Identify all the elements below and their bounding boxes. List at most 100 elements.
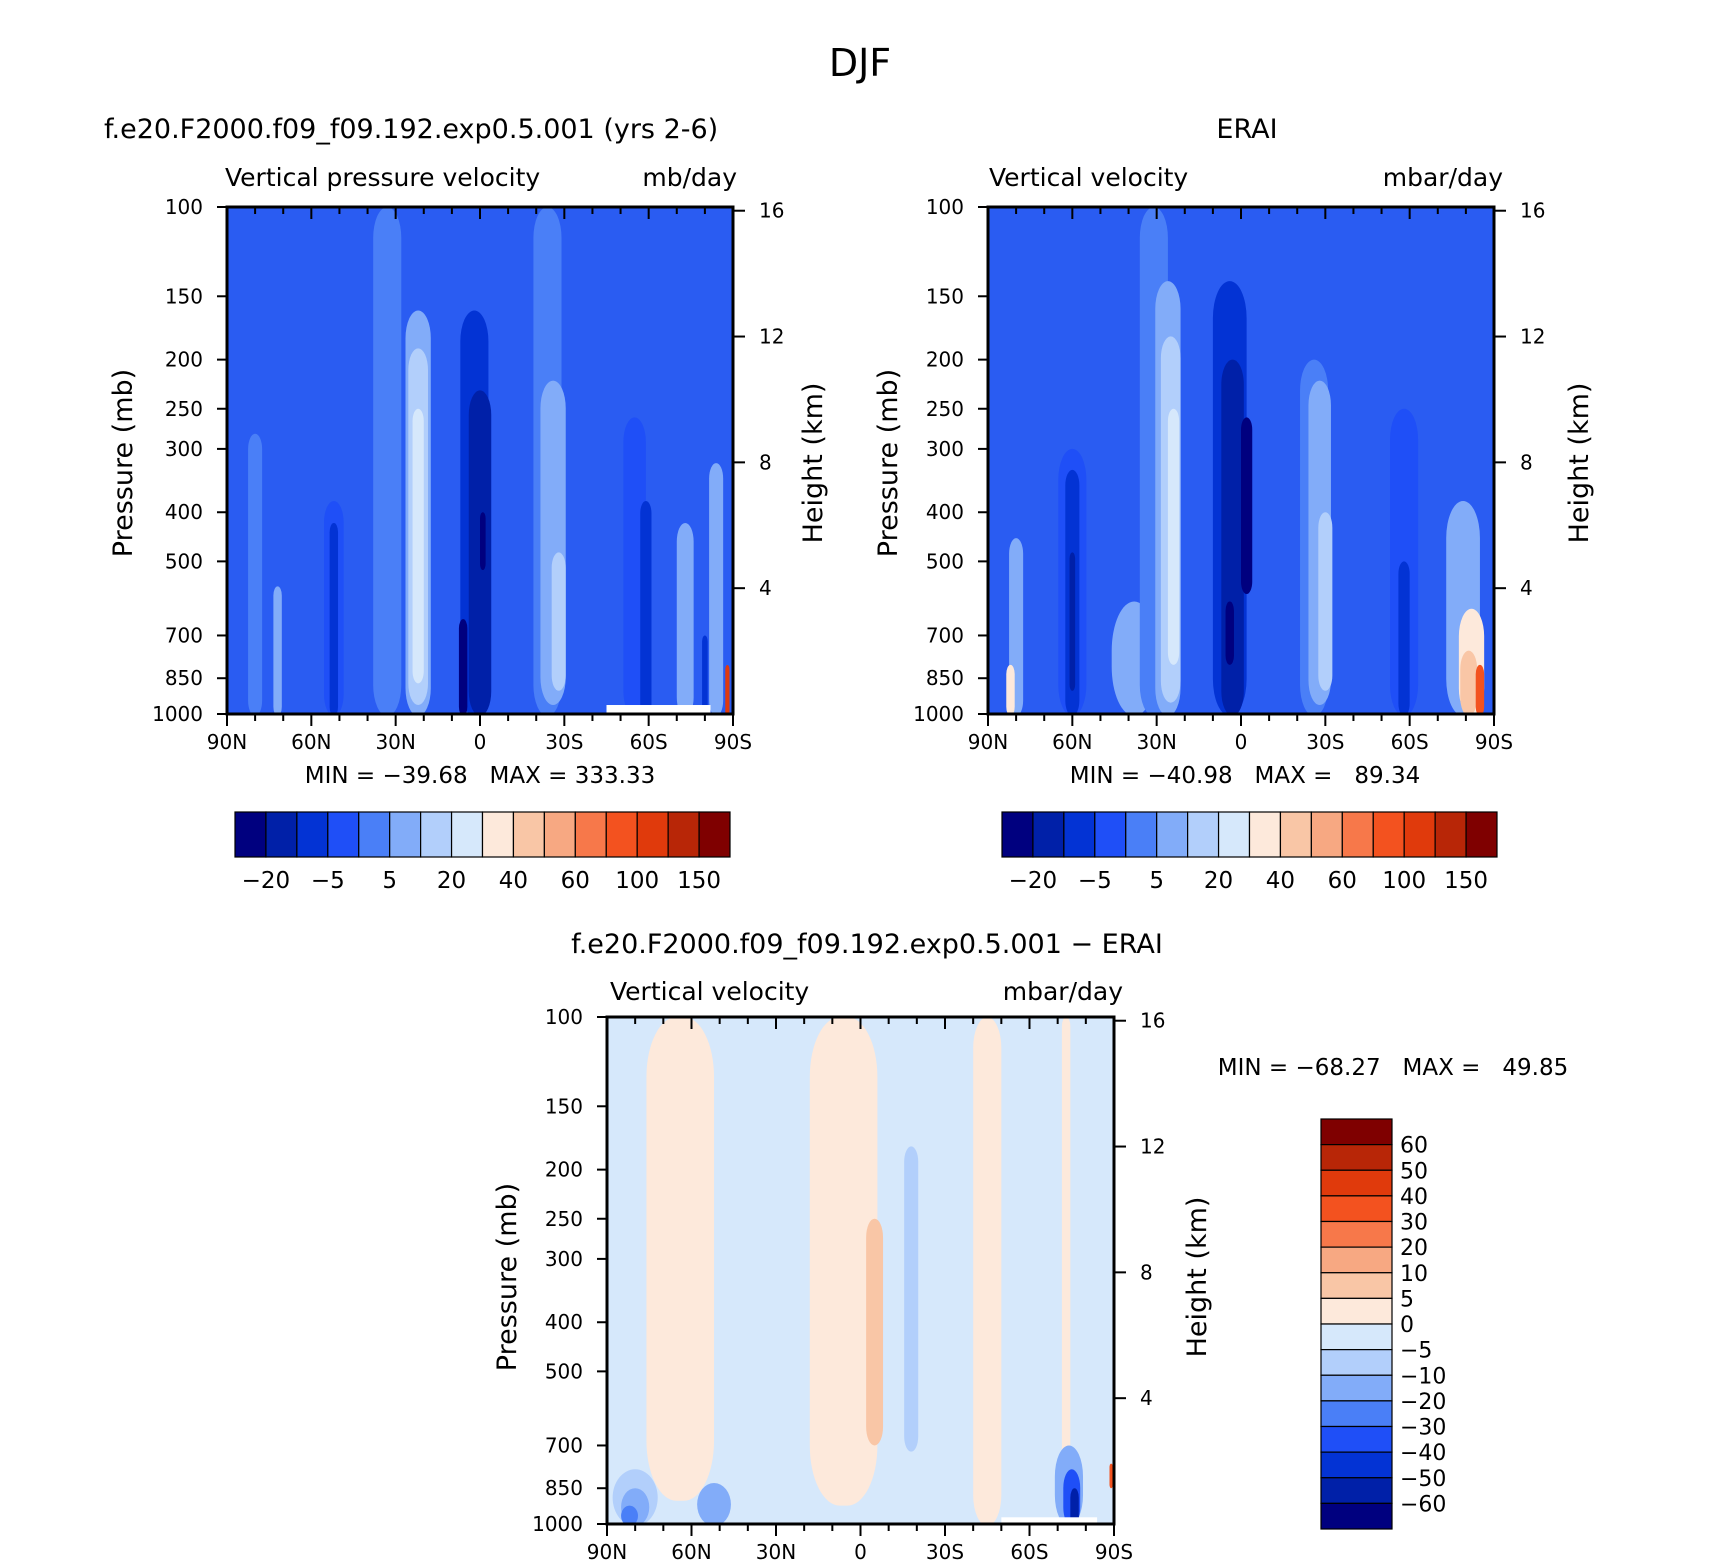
panel-model-colorbar: −20 −5 5 20 40 60 100 150 [234,811,731,894]
y2-tick-label: 12 [1140,1135,1165,1159]
panel-obs-title: ERAI [1216,114,1277,145]
x-tick-label: 30N [375,730,415,754]
field-contour-22 [1475,664,1485,714]
colorbar-swatch [1320,1246,1393,1274]
y-tick-label: 850 [165,666,203,690]
colorbar-swatch [389,811,422,858]
field-contour-18 [709,463,724,714]
colorbar-swatch [1320,1220,1393,1248]
field-contour-8 [621,1505,638,1524]
colorbar-swatch [1279,811,1312,858]
colorbar-swatch [1372,811,1405,858]
field-contour-1 [809,1017,878,1506]
panel-obs-ylabel: Pressure (mb) [873,369,904,557]
colorbar-label: 60 [1400,1134,1428,1159]
panel-diff-title: f.e20.F2000.f09_f09.192.exp0.5.001 − ERA… [571,929,1163,960]
colorbar-swatch [512,811,545,858]
colorbar-label: 150 [1444,868,1488,894]
colorbar-label: 5 [382,868,397,894]
colorbar-swatch [1310,811,1343,858]
colorbar-label: 150 [677,868,721,894]
panel-model-title: f.e20.F2000.f09_f09.192.exp0.5.001 (yrs … [104,114,718,145]
colorbar-label: 0 [1400,1313,1414,1338]
field-layer [227,207,733,714]
colorbar-swatch [1320,1272,1393,1299]
field-contour-0 [248,433,263,714]
x-tick-label: 90S [1475,730,1513,754]
y-tick-label: 1000 [152,702,203,726]
panel-obs-y2label: Height (km) [1564,383,1595,544]
y-tick-label: 250 [165,397,203,421]
colorbar-label: 20 [1204,868,1233,894]
colorbar-swatch [698,811,731,858]
colorbar-swatch [1320,1400,1393,1428]
colorbar-swatch [1320,1451,1393,1479]
x-tick-label: 30N [1136,730,1176,754]
colorbar-label: 40 [1400,1185,1428,1210]
colorbar-swatch [1001,811,1034,858]
panel-obs-subtitle-right: mbar/day [1383,163,1503,192]
colorbar-swatch [1320,1144,1393,1171]
colorbar-swatch [1434,811,1467,858]
panel-obs-colorbar: −20 −5 5 20 40 60 100 150 [1001,811,1498,894]
missing-data-region [606,705,711,714]
x-tick-label: 30S [1306,730,1344,754]
panel-diff-y2label: Height (km) [1182,1197,1213,1358]
y-tick-label: 300 [926,437,964,461]
x-tick-label: 30N [756,1540,796,1561]
colorbar-swatch [420,811,453,858]
panel-model-y2label: Height (km) [798,383,829,544]
colorbar-swatch [234,811,267,858]
y2-tick-label: 8 [759,450,772,474]
panel-model: f.e20.F2000.f09_f09.192.exp0.5.001 (yrs … [104,114,829,894]
x-tick-label: 60S [630,730,668,754]
field-contour-1 [1006,664,1015,714]
panel-diff-ylabel: Pressure (mb) [492,1183,523,1371]
y-tick-label: 700 [926,623,964,647]
panel-obs-stats: MIN = −40.98 MAX = 89.34 [1070,763,1420,789]
panel-obs-plot: 90N 60N 30N 0 30S 60S 90S 100 150 200 250 300 400 500… [913,195,1545,754]
colorbar-swatch [1341,811,1374,858]
colorbar-label: 50 [1400,1159,1428,1184]
colorbar-swatch [358,811,391,858]
colorbar-label: 5 [1400,1287,1414,1312]
colorbar-swatch [265,811,298,858]
y2-tick-label: 12 [1520,325,1545,349]
colorbar-swatch [1320,1477,1393,1504]
colorbar-swatch [1320,1297,1393,1325]
y2-tick-label: 16 [1520,199,1545,223]
panel-model-plot: 90N 60N 30N 0 30S 60S 90S 100 150 200 250 300 400 500… [152,195,784,754]
y2-tick-label: 16 [1140,1009,1165,1033]
y-tick-label: 250 [545,1207,583,1231]
y2-tick-label: 8 [1140,1260,1153,1284]
colorbar-label: −40 [1400,1441,1446,1466]
x-tick-label: 90S [714,730,752,754]
y-tick-label: 500 [545,1359,583,1383]
y-tick-label: 200 [926,348,964,372]
field-contour-16 [640,500,652,714]
colorbar-label: −20 [242,868,291,894]
y2-tick-label: 16 [759,199,784,223]
colorbar-swatch [481,811,515,858]
x-tick-label: 90N [587,1540,627,1561]
y-tick-label: 200 [165,348,203,372]
field-contour-21 [1460,650,1478,714]
colorbar-swatch [1248,811,1282,858]
colorbar-label: 10 [1400,1262,1428,1287]
y-tick-label: 400 [165,500,203,524]
colorbar-label: 100 [615,868,659,894]
colorbar-swatch [1465,811,1498,858]
field-layer [607,1017,1114,1524]
field-contour-16 [1318,512,1333,691]
field-contour-12 [1241,417,1253,595]
colorbar-swatch [636,811,669,858]
panel-diff-stats: MIN = −68.27 MAX = 49.85 [1218,1055,1568,1081]
colorbar-swatch [1187,811,1220,858]
field-contour-4 [373,207,402,714]
x-tick-label: 0 [474,730,487,754]
y-tick-label: 300 [545,1247,583,1271]
x-tick-label: 90S [1095,1540,1133,1561]
y-tick-label: 500 [165,549,203,573]
panel-model-ylabel: Pressure (mb) [108,369,139,557]
